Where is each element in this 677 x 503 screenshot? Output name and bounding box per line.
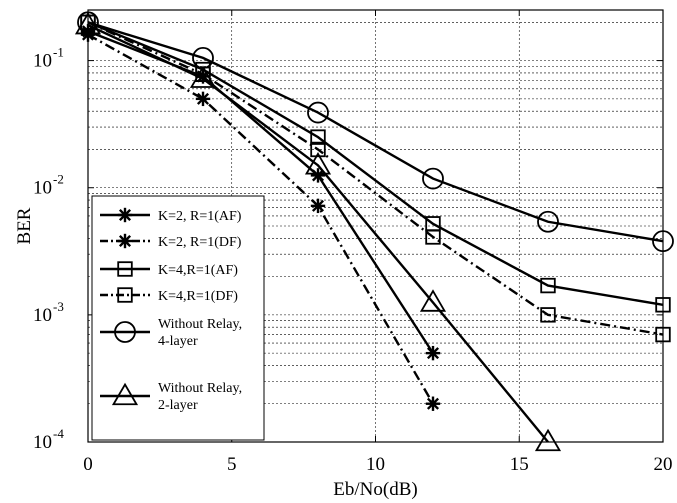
legend-item: K=2, R=1(DF) <box>100 233 242 250</box>
y-tick-base: 10 <box>33 305 52 326</box>
legend-item: Without Relay, 4-layer <box>100 317 242 349</box>
legend-label: 4-layer <box>158 334 198 349</box>
y-tick-exponent: -4 <box>53 426 64 441</box>
series-line <box>88 33 435 405</box>
data-point <box>425 229 441 245</box>
data-point <box>540 277 556 294</box>
data-point <box>425 396 441 411</box>
series-line <box>88 30 435 354</box>
data-point <box>425 345 441 361</box>
data-point <box>307 101 329 124</box>
series-6 <box>74 11 562 452</box>
legend-label: Without Relay, <box>158 317 242 332</box>
legend-item: Without Relay, 2-layer <box>100 381 242 413</box>
legend-marker <box>111 382 139 406</box>
y-tick-exponent: -2 <box>53 172 64 187</box>
legend-label: K=2, R=1(DF) <box>158 235 242 250</box>
y-tick-exponent: -1 <box>53 45 64 60</box>
x-tick-label: 20 <box>654 454 673 475</box>
y-tick-label: 10 -4 <box>33 426 64 453</box>
data-point <box>195 91 211 107</box>
legend-item: K=4,R=1(AF) <box>100 261 238 278</box>
x-tick-label: 15 <box>510 454 529 475</box>
data-point <box>304 152 332 175</box>
legend-label: Without Relay, <box>158 381 242 396</box>
series-line <box>88 24 549 442</box>
x-axis-title: Eb/No(dB) <box>333 479 417 500</box>
legend-marker <box>117 233 133 249</box>
legend-item: K=2, R=1(AF) <box>100 207 242 224</box>
legend-label: 2-layer <box>158 398 198 413</box>
y-tick-exponent: -3 <box>53 299 64 314</box>
legend-label: K=2, R=1(AF) <box>158 209 242 224</box>
legend-label: K=4,R=1(DF) <box>158 289 238 304</box>
series-5 <box>77 11 674 253</box>
y-tick-label: 10 -2 <box>33 172 64 199</box>
series-line <box>88 21 663 306</box>
data-point <box>189 65 217 88</box>
y-tick-base: 10 <box>33 51 52 72</box>
x-tick-label: 10 <box>366 454 385 475</box>
data-point <box>534 428 562 452</box>
y-tick-label: 10 -1 <box>33 45 64 72</box>
legend-marker <box>117 207 133 223</box>
y-tick-base: 10 <box>33 432 52 453</box>
data-point <box>419 289 447 312</box>
legend-item: K=4,R=1(DF) <box>100 287 238 304</box>
x-tick-label: 5 <box>227 454 237 475</box>
data-point <box>422 167 444 190</box>
series-line <box>88 21 663 243</box>
data-point <box>310 198 326 214</box>
x-tick-label: 0 <box>83 454 93 475</box>
legend-marker <box>114 321 136 343</box>
legend: K=2, R=1(AF) K=2, R=1(DF) K=4,R=1(AF) K=4,R… <box>91 195 265 441</box>
legend-marker <box>117 287 133 303</box>
data-point <box>537 210 559 233</box>
legend-label: K=4,R=1(AF) <box>158 263 238 278</box>
data-point <box>540 307 556 323</box>
data-point <box>310 168 326 183</box>
y-tick-label: 10 -3 <box>33 299 64 326</box>
y-axis-title: BER <box>14 207 35 244</box>
y-tick-base: 10 <box>33 178 52 199</box>
series-line <box>88 21 663 336</box>
data-point <box>310 129 326 145</box>
data-point <box>310 141 326 158</box>
series-group <box>74 11 674 452</box>
legend-marker <box>117 261 133 277</box>
